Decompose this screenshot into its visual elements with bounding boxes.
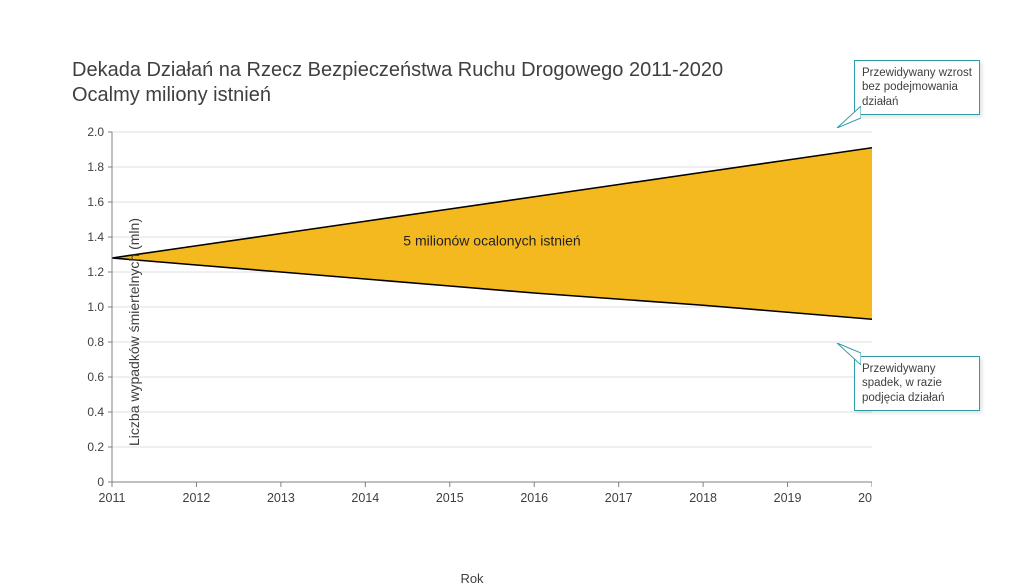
chart-svg: 0 0.2 0.4 0.6 0.8 1.0 1.2 1.4 1.6 1.8 2.0 2011 2012 2… — [72, 122, 872, 522]
svg-text:0.2: 0.2 — [87, 440, 104, 454]
svg-text:0: 0 — [97, 475, 104, 489]
chart-title-line2: Ocalmy miliony istnień — [72, 83, 723, 108]
svg-text:2016: 2016 — [520, 491, 548, 505]
chart-container: Liczba wypadków śmiertelnych (mln) 00.20… — [72, 122, 872, 542]
y-axis-label: Liczba wypadków śmiertelnych (mln) — [126, 218, 142, 446]
svg-text:2018: 2018 — [689, 491, 717, 505]
callout-top-pointer — [835, 106, 861, 128]
callout-bottom: Przewidywany spadek, w razie podjęcia dz… — [854, 356, 980, 411]
svg-text:1.2: 1.2 — [87, 265, 104, 279]
svg-text:2.0: 2.0 — [87, 125, 104, 139]
callout-bottom-text: Przewidywany spadek, w razie podjęcia dz… — [862, 363, 944, 404]
svg-text:2011: 2011 — [99, 491, 126, 505]
x-axis-label: Rok — [460, 571, 483, 586]
svg-text:2013: 2013 — [267, 491, 295, 505]
svg-text:2012: 2012 — [183, 491, 211, 505]
callout-bottom-pointer — [835, 343, 861, 365]
svg-text:2017: 2017 — [605, 491, 633, 505]
svg-text:2014: 2014 — [351, 491, 379, 505]
svg-text:2015: 2015 — [436, 491, 464, 505]
callout-top-text: Przewidywany wzrost bez podejmowania dzi… — [862, 67, 972, 108]
svg-text:5 milionów ocalonych istnień: 5 milionów ocalonych istnień — [403, 233, 580, 249]
svg-text:0.6: 0.6 — [87, 370, 104, 384]
svg-text:1.0: 1.0 — [87, 300, 104, 314]
svg-text:1.8: 1.8 — [87, 160, 104, 174]
svg-text:2019: 2019 — [774, 491, 802, 505]
chart-title-line1: Dekada Działań na Rzecz Bezpieczeństwa R… — [72, 58, 723, 83]
svg-text:0.4: 0.4 — [87, 405, 104, 419]
svg-text:1.6: 1.6 — [87, 195, 104, 209]
svg-text:1.4: 1.4 — [87, 230, 104, 244]
svg-text:2020: 2020 — [858, 491, 872, 505]
callout-top: Przewidywany wzrost bez podejmowania dzi… — [854, 60, 980, 115]
svg-text:0.8: 0.8 — [87, 335, 104, 349]
